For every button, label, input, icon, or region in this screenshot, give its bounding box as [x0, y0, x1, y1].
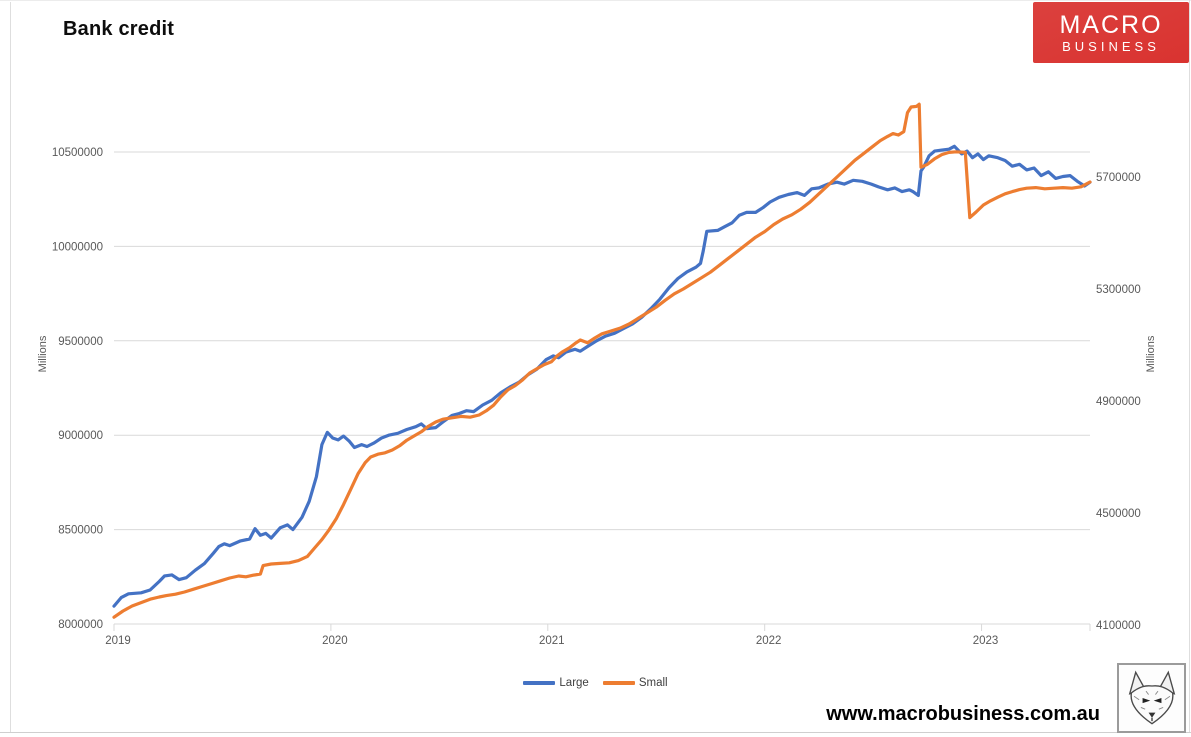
- fox-logo: [1117, 663, 1186, 733]
- fox-sketch-icon: [1128, 670, 1175, 725]
- right-axis-tick-label: 4900000: [1096, 396, 1141, 408]
- series-line-large: [112, 144, 1092, 608]
- logo-macro-text: MACRO: [1059, 10, 1163, 39]
- chart-border-left: [10, 2, 11, 733]
- right-axis-tick-label: 5300000: [1096, 284, 1141, 296]
- website-url: www.macrobusiness.com.au: [826, 703, 1100, 725]
- x-axis-year-label: 2020: [322, 635, 348, 647]
- left-axis-tick-label: 9500000: [58, 336, 103, 348]
- right-axis-title: Millions: [1145, 335, 1157, 373]
- x-axis-year-label: 2023: [973, 635, 999, 647]
- legend-item-small[interactable]: Small: [602, 677, 668, 689]
- page-border-bottom: [0, 732, 1191, 733]
- left-axis-tick-label: 10500000: [52, 147, 103, 159]
- logo-business-text: BUSINESS: [1062, 38, 1160, 54]
- legend: Large Small: [0, 677, 1191, 689]
- right-axis-tick-label: 4100000: [1096, 620, 1141, 632]
- left-axis-tick-label: 8000000: [58, 619, 103, 631]
- right-axis-tick-label: 4500000: [1096, 508, 1141, 520]
- small-line-swatch-icon: [602, 681, 635, 685]
- macrobusiness-logo: MACRO BUSINESS: [1033, 2, 1189, 63]
- left-axis-tick-label: 9000000: [58, 430, 103, 442]
- page-border-top: [0, 0, 1191, 1]
- x-axis-year-label: 2022: [756, 635, 782, 647]
- left-axis-tick-label: 8500000: [58, 525, 103, 537]
- legend-item-large[interactable]: Large: [523, 677, 589, 689]
- page-border-right: [1189, 0, 1190, 733]
- left-axis-title: Millions: [37, 335, 49, 373]
- large-line-swatch-icon: [523, 681, 556, 685]
- x-axis-year-label: 2021: [539, 635, 565, 647]
- x-axis-year-label: 2019: [105, 635, 131, 647]
- series-line-small: [112, 102, 1092, 619]
- chart-title: Bank credit: [63, 18, 175, 40]
- legend-label-large: Large: [559, 677, 589, 689]
- right-axis-tick-label: 5700000: [1096, 172, 1141, 184]
- left-axis-tick-label: 10000000: [52, 241, 103, 253]
- legend-label-small: Small: [638, 677, 668, 689]
